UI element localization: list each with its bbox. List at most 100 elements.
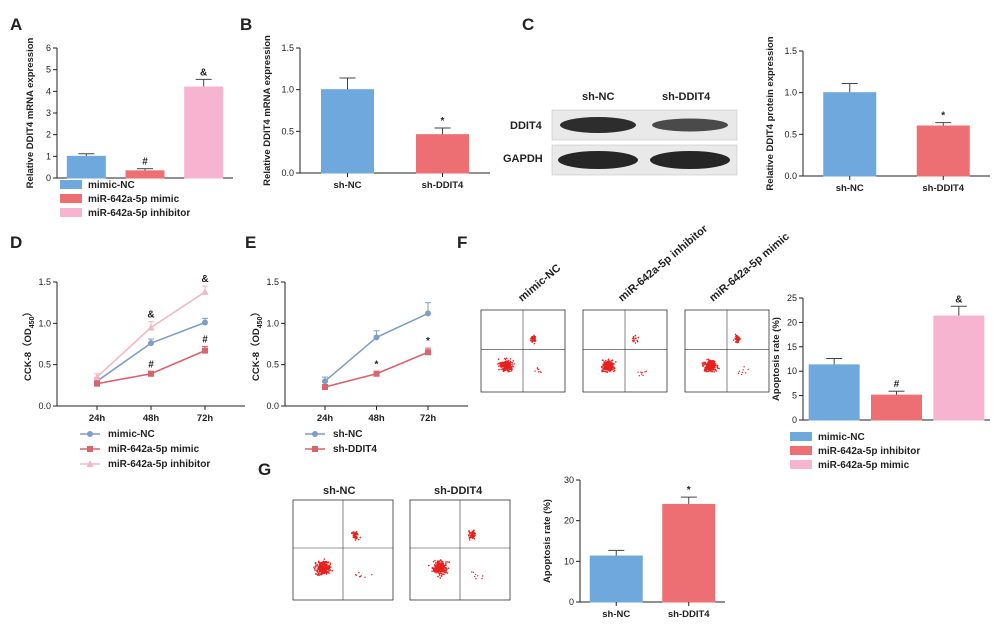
flow-dot	[603, 368, 606, 371]
flow-dot	[474, 573, 477, 576]
data-point	[425, 310, 431, 317]
flow-dot	[428, 564, 430, 567]
y-tick-label: 0.5	[281, 126, 294, 136]
flow-dot	[509, 357, 512, 360]
y-tick-label: 0.0	[281, 168, 294, 178]
flow-dot	[441, 570, 443, 573]
flow-dot	[512, 365, 515, 368]
flow-dot	[437, 566, 439, 569]
blot-band	[558, 151, 638, 169]
bar	[184, 86, 224, 179]
flow-dot	[613, 363, 615, 365]
data-point	[202, 347, 208, 354]
x-tick-label: 24h	[89, 413, 106, 424]
flow-dot	[442, 568, 445, 571]
legend-swatch	[60, 208, 82, 217]
flow-dot	[637, 371, 639, 373]
flow-dot	[352, 532, 354, 535]
data-point	[373, 370, 380, 377]
flow-dot	[323, 572, 326, 574]
flow-dot	[355, 531, 358, 533]
flow-dot	[713, 363, 715, 365]
flow-dot	[605, 361, 608, 363]
y-axis-label: Apoptosis rate (%)	[542, 499, 553, 583]
flow-dot	[603, 367, 605, 369]
legend-label: mimic-NC	[818, 432, 865, 443]
flow-label: miR-642a-5p inhibitor	[616, 222, 710, 304]
flow-dot	[510, 368, 512, 371]
flow-dot	[536, 368, 539, 370]
data-point	[322, 378, 328, 385]
flow-dot	[503, 357, 506, 360]
flow-dot	[482, 575, 484, 577]
flow-dot	[356, 533, 359, 536]
bar	[125, 170, 165, 179]
y-tick-label: 1.5	[784, 46, 797, 56]
legend-label: miR-642a-5p mimic	[818, 460, 910, 471]
y-tick-label: 30	[564, 475, 574, 485]
flow-dot	[447, 567, 450, 569]
flow-dot	[735, 338, 738, 341]
flow-dot	[434, 559, 436, 562]
flow-dot	[707, 358, 710, 361]
flow-dot	[438, 570, 440, 573]
flow-dot	[325, 566, 327, 569]
flow-dot	[710, 365, 712, 368]
flow-dot	[321, 563, 324, 566]
chart-e-cck8: 0.0 0.5 1.0 1.5 24h 48h 72h sh-NC * * sh-DDIT4 CCK-…	[250, 277, 468, 455]
flow-dot	[433, 563, 436, 566]
flow-label: sh-DDIT4	[434, 485, 483, 497]
flow-dot	[355, 535, 358, 538]
flow-dot	[507, 363, 510, 365]
flow-dot	[607, 369, 609, 372]
flow-plot-icon	[582, 309, 668, 393]
significance-mark: #	[148, 359, 154, 370]
flow-dot	[634, 342, 637, 344]
flow-dot	[315, 572, 317, 575]
bar	[589, 555, 643, 603]
y-tick-label: 5	[792, 391, 797, 401]
y-tick-label: 1.0	[38, 318, 51, 328]
flow-dot	[441, 560, 444, 563]
flow-dot	[436, 560, 439, 562]
flow-dot	[439, 571, 442, 573]
flow-dot	[609, 363, 612, 365]
flow-dot	[445, 566, 447, 569]
blot-group-label: sh-NC	[582, 91, 614, 103]
flow-dot	[440, 575, 443, 577]
x-tick-label: sh-NC	[334, 180, 362, 191]
flow-dot	[497, 363, 499, 365]
flow-dot	[638, 375, 641, 377]
y-axis-label: CCK-8（OD450）	[22, 307, 36, 381]
y-axis-label: Relative DDIT4 mRNA expression	[25, 37, 36, 188]
data-point	[87, 446, 93, 452]
flow-dot	[501, 361, 503, 364]
flow-dot	[322, 565, 324, 567]
flow-dot	[706, 365, 709, 367]
flow-dot	[530, 336, 533, 339]
flow-dot	[438, 574, 441, 576]
flow-dot	[701, 364, 704, 366]
flow-plot-icon	[684, 309, 770, 393]
flow-dot	[435, 569, 438, 572]
flow-dot	[702, 362, 705, 365]
flow-dot	[711, 370, 714, 373]
y-tick-label: 20	[564, 516, 574, 526]
chart-b-ddit4-mrna: 0.0 0.5 1.0 1.5 sh-NC * sh-DDIT4 Relative DDIT4…	[262, 35, 490, 191]
flow-dot	[441, 568, 443, 571]
flow-dot	[706, 370, 709, 373]
flow-dot	[432, 560, 435, 563]
flow-dot	[713, 371, 716, 373]
flow-dot	[741, 373, 743, 376]
x-tick-label: sh-NC	[836, 183, 864, 194]
flow-dot	[508, 362, 511, 364]
flow-dot	[703, 361, 705, 364]
y-tick-label: 10	[564, 556, 574, 566]
flow-dot	[707, 368, 709, 370]
flow-dot	[602, 364, 605, 367]
flow-dot	[497, 358, 500, 361]
flow-dot	[320, 565, 323, 568]
flow-dot	[434, 567, 437, 570]
data-point	[147, 323, 155, 331]
y-tick-label: 1.5	[266, 277, 279, 287]
